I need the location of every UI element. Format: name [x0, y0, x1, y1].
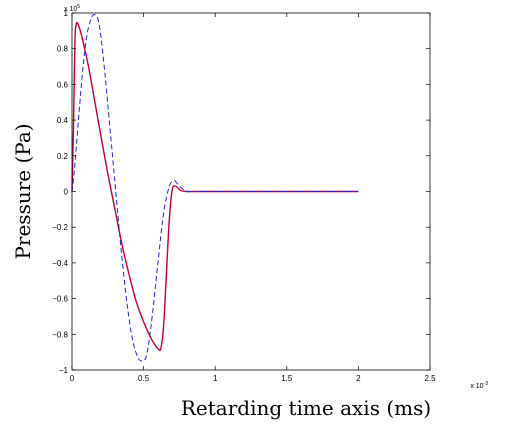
y-tick-label: −0.6: [52, 295, 68, 304]
series-line-dashed: [71, 14, 359, 362]
y-tick-label: 0: [64, 188, 69, 197]
plot-lines: [71, 14, 359, 362]
y-exponent-base: x 10: [64, 6, 77, 13]
y-tick-label: 0.8: [57, 45, 69, 54]
y-tick-label: −0.4: [52, 259, 68, 268]
y-axis-ticks: −1 −0.8 −0.6 −0.4 −0.2 0 0.2 0.4 0.6 0.8 1: [52, 9, 430, 375]
x-tick-label: 1.5: [281, 374, 293, 383]
x-tick-label: 2.5: [424, 374, 436, 383]
x-tick-label: 0.5: [138, 374, 150, 383]
x-tick-label: 2: [356, 374, 361, 383]
x-axis-title: Retarding time axis (ms): [181, 396, 431, 420]
y-tick-label: −1: [59, 366, 69, 375]
x-tick-label: 0: [70, 374, 75, 383]
y-axis-exponent: x 105: [64, 4, 80, 13]
y-tick-label: 0.2: [57, 152, 69, 161]
x-tick-label: 1: [213, 374, 218, 383]
x-axis-exponent: x 10-3: [470, 381, 488, 390]
x-axis-ticks: 0 0.5 1 1.5 2 2.5: [70, 13, 436, 383]
y-exponent-power: 5: [77, 4, 80, 10]
y-tick-label: 0.4: [57, 116, 69, 125]
y-tick-label: −0.8: [52, 330, 68, 339]
x-exponent-power: -3: [484, 381, 489, 387]
y-axis-title: Pressure (Pa): [11, 123, 35, 259]
y-tick-label: −0.2: [52, 223, 68, 232]
y-tick-label: 1: [64, 9, 69, 18]
x-exponent-base: x 10: [470, 383, 483, 390]
y-tick-label: 0.6: [57, 80, 69, 89]
